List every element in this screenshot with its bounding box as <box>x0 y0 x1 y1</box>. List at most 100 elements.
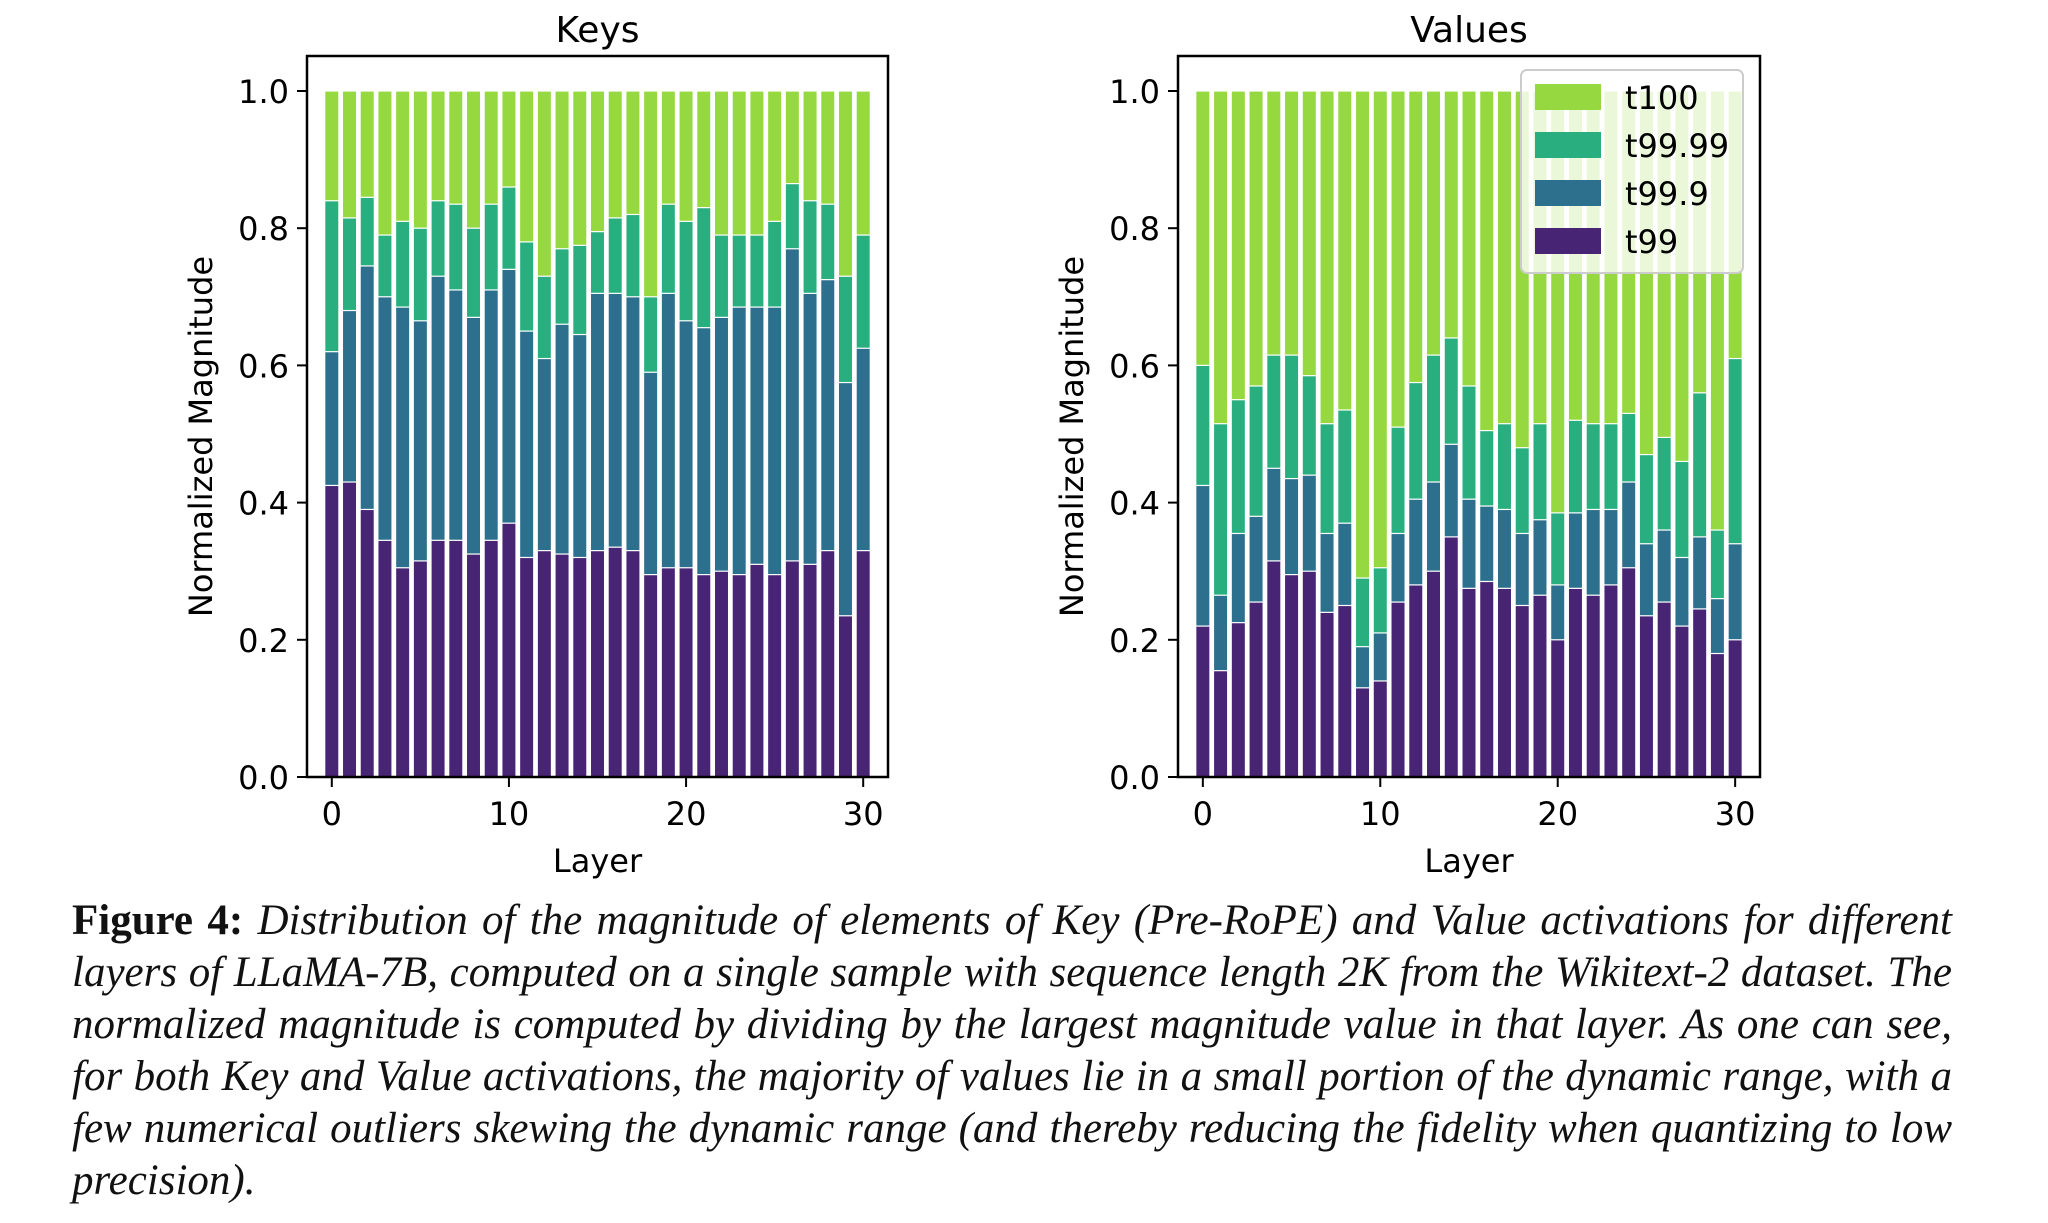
x-tick-label: 0 <box>322 795 342 833</box>
bar-t99 <box>359 508 375 778</box>
bar-t99 <box>1301 570 1318 778</box>
legend-label: t99.9 <box>1625 175 1709 213</box>
y-tick-label: 0.8 <box>238 210 289 248</box>
bar-t99 <box>1691 608 1708 778</box>
bar-t99 <box>1496 587 1513 778</box>
legend-swatch-t99_9 <box>1535 180 1601 206</box>
chart-title: Keys <box>555 10 639 51</box>
y-tick-label: 0.6 <box>238 347 289 385</box>
bar-t99 <box>660 567 677 778</box>
bar-t99 <box>1656 601 1672 778</box>
bar-t99 <box>1425 570 1442 778</box>
bar-t99 <box>1567 587 1584 778</box>
legend-label: t99.99 <box>1625 127 1729 165</box>
y-axis-label: Normalized Magnitude <box>1053 256 1091 617</box>
bar-t99 <box>855 550 871 778</box>
legend-swatch-t99_99 <box>1535 132 1601 158</box>
bar-t99 <box>1443 536 1459 778</box>
bar-t99 <box>1709 652 1726 778</box>
bar-t99 <box>1479 580 1495 778</box>
y-tick-label: 0.4 <box>1109 485 1160 523</box>
x-axis-label: Layer <box>1424 842 1514 880</box>
x-tick-label: 20 <box>1537 795 1578 833</box>
axes-frame <box>1176 54 1762 779</box>
x-tick-label: 30 <box>1715 795 1756 833</box>
bar-t99 <box>1585 594 1601 778</box>
bar-t99 <box>1620 567 1637 778</box>
bar-t99 <box>589 550 606 778</box>
bar-t99 <box>412 560 429 778</box>
bar-t99 <box>394 567 411 778</box>
y-tick-label: 0.0 <box>238 759 289 797</box>
bar-t99 <box>341 481 358 778</box>
y-tick-label: 1.0 <box>238 73 289 111</box>
y-tick-label: 0.2 <box>238 622 289 660</box>
bar-t99 <box>1230 622 1247 778</box>
bar-t99 <box>1319 611 1335 778</box>
bar-t99 <box>713 570 730 778</box>
bar-t99 <box>1408 584 1424 778</box>
y-tick-label: 0.0 <box>1109 759 1160 797</box>
bar-t99 <box>837 615 854 778</box>
y-tick-label: 0.8 <box>1109 210 1160 248</box>
bar-t99 <box>820 550 836 778</box>
bar-t99 <box>465 553 482 778</box>
bar-t99 <box>1727 639 1743 778</box>
x-tick-label: 0 <box>1193 795 1213 833</box>
bar-t99 <box>1461 587 1477 778</box>
bar-t99 <box>1266 560 1282 778</box>
bar-t99 <box>1674 625 1690 778</box>
bar-t99 <box>430 539 446 778</box>
y-axis-label: Normalized Magnitude <box>182 256 220 617</box>
bar-t99 <box>1514 604 1530 778</box>
bar-t99 <box>642 574 659 778</box>
axes-frame <box>305 54 890 779</box>
bar-t99 <box>518 556 535 778</box>
bar-t99 <box>1390 601 1406 778</box>
bar-t99 <box>1354 687 1371 778</box>
figure-caption: Figure 4: Distribution of the magnitude … <box>72 895 1952 1207</box>
bar-t99 <box>554 553 570 778</box>
x-tick-label: 10 <box>1360 795 1401 833</box>
bar-t99 <box>536 550 553 778</box>
bar-t99 <box>678 567 694 778</box>
bar-t99 <box>1638 615 1655 778</box>
bar-t99 <box>501 522 517 778</box>
bar-t99 <box>1603 584 1619 778</box>
legend-swatch-t99 <box>1535 228 1601 254</box>
chart-title: Values <box>1410 10 1528 51</box>
bar-t99 <box>696 574 712 778</box>
bar-t99 <box>749 563 765 778</box>
bar-t99 <box>625 550 641 778</box>
bar-t99 <box>572 556 588 778</box>
caption-text: Distribution of the magnitude of element… <box>72 897 1952 1204</box>
y-tick-label: 0.6 <box>1109 347 1160 385</box>
bar-t99 <box>1372 680 1388 778</box>
bar-t99 <box>1550 639 1566 778</box>
x-tick-label: 20 <box>666 795 707 833</box>
bar-t99 <box>324 484 340 778</box>
bar-t99 <box>1283 574 1300 778</box>
figure: Keys 0.0 0.2 0.4 0.6 0.8 1.0 0 10 20 30 Layer Normal… <box>182 10 1762 880</box>
y-tick-label: 0.4 <box>238 485 289 523</box>
bar-t99 <box>1212 670 1229 778</box>
bar-t99 <box>1195 625 1211 778</box>
bar-t99 <box>802 563 818 778</box>
x-tick-label: 30 <box>843 795 884 833</box>
legend-box <box>1520 69 1744 274</box>
bar-t99 <box>784 560 801 778</box>
bar-t99 <box>1532 594 1548 778</box>
bar-t99 <box>483 539 499 778</box>
bar-t99 <box>377 539 393 778</box>
bar-t99 <box>766 574 783 778</box>
bar-t99 <box>731 574 747 778</box>
bar-t99 <box>1248 601 1264 778</box>
legend-label: t100 <box>1625 79 1699 117</box>
bar-t99 <box>1337 604 1353 778</box>
bar-t99 <box>607 546 623 778</box>
legend-swatch-t100 <box>1535 84 1601 110</box>
legend-label: t99 <box>1625 223 1678 261</box>
bar-t99 <box>448 539 464 778</box>
x-tick-label: 10 <box>489 795 530 833</box>
caption-label: Figure 4: <box>72 897 244 944</box>
